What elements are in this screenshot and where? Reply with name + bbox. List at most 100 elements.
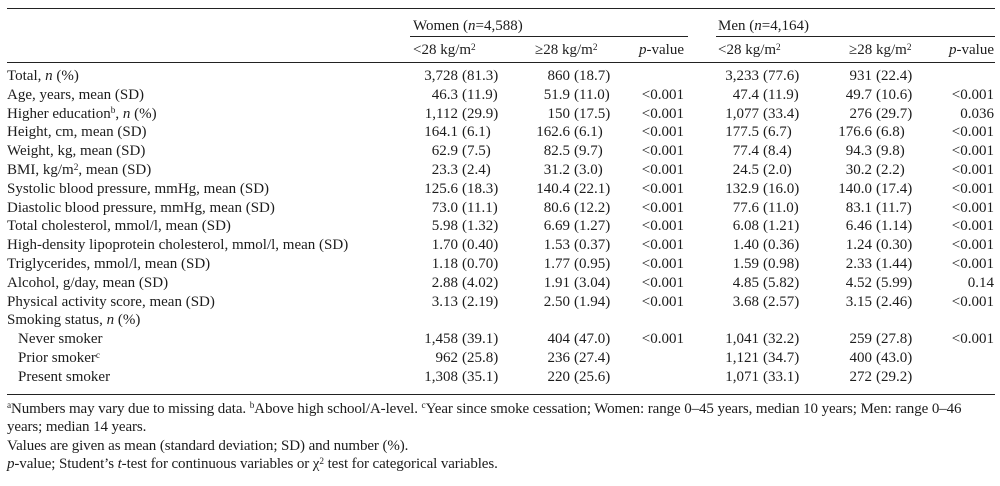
cell-sd-or-pct: (11.9) bbox=[763, 86, 799, 103]
table-column-header-row: <28 kg/m2 ≥28 kg/m2 p-value <28 kg/m2 ≥2… bbox=[7, 37, 995, 63]
cell-value: 1.24 bbox=[845, 237, 872, 254]
cell-sd-or-pct: (22.1) bbox=[574, 180, 611, 197]
cell-men-ge28: 272 (29.2) bbox=[838, 368, 934, 387]
cell-sd-or-pct: (12.2) bbox=[574, 199, 611, 216]
row-label: Systolic blood pressure, mmHg, mean (SD) bbox=[7, 180, 270, 197]
cell-women-ge28: 2.50 (1.94) bbox=[532, 293, 624, 312]
cell-value: 2.88 bbox=[431, 274, 458, 291]
cell-sd-or-pct: (0.36) bbox=[763, 237, 800, 254]
cell-women-ge28: 51.9 (11.0) bbox=[532, 86, 624, 105]
cell-sd-or-pct: (17.5) bbox=[574, 105, 611, 122]
cell-gap bbox=[688, 161, 716, 180]
cell-women-lt28: 164.1 (6.1) bbox=[410, 123, 532, 142]
cell-women-lt28: 3,728 (81.3) bbox=[410, 67, 532, 86]
cell-value: 3.68 bbox=[732, 293, 759, 310]
cell-value: 125.6 bbox=[424, 180, 458, 197]
row-label: Never smoker bbox=[18, 331, 103, 348]
table-row: Present smoker 1,308 (35.1) 220 (25.6) 1,071(… bbox=[7, 368, 995, 387]
cell-women-ge28: 1.53 (0.37) bbox=[532, 236, 624, 255]
cell-sd-or-pct: (27.8) bbox=[876, 331, 913, 348]
cell-men-ge28 bbox=[838, 311, 934, 330]
cell-value: 236 bbox=[547, 349, 571, 366]
cell-value: 77.4 bbox=[732, 143, 759, 160]
cell-value: 176.6 bbox=[838, 124, 872, 141]
cell-value: 400 bbox=[849, 349, 873, 366]
table-row: Triglycerides, mmol/l, mean (SD) 1.18 (0.7… bbox=[7, 255, 995, 274]
cell-women-pvalue: <0.001 bbox=[641, 105, 684, 122]
cell-women-ge28: 150 (17.5) bbox=[532, 105, 624, 124]
cell-value: 6.08 bbox=[732, 218, 759, 235]
table-body: Total, n (%) 3,728 (81.3) 860 (18.7) 3,233 (77… bbox=[7, 63, 995, 395]
cell-value: 962 bbox=[435, 349, 459, 366]
cell-gap bbox=[688, 180, 716, 199]
cell-men-lt28: 1,077 (33.4) bbox=[716, 105, 838, 124]
cell-women-pvalue: <0.001 bbox=[641, 199, 684, 216]
footnote-pvalue: p-value; Student’s t-test for continuous… bbox=[7, 456, 498, 473]
row-label: High-density lipoprotein cholesterol, mm… bbox=[7, 237, 349, 254]
cell-value: 30.2 bbox=[845, 161, 872, 178]
cell-gap bbox=[688, 255, 716, 274]
row-label: Present smoker bbox=[18, 368, 111, 385]
cell-value: 4.85 bbox=[732, 274, 759, 291]
cell-value: 49.7 bbox=[845, 86, 872, 103]
table-row: Prior smokerc 962 (25.8) 236 (27.4) 1,121 (34.… bbox=[7, 349, 995, 368]
cell-men-lt28: 47.4 (11.9) bbox=[716, 86, 838, 105]
cell-men-ge28: 1.24 (0.30) bbox=[838, 236, 934, 255]
women-pvalue-header: p-value bbox=[639, 42, 684, 58]
cell-men-lt28: 77.6 (11.0) bbox=[716, 199, 838, 218]
cell-men-pvalue bbox=[934, 311, 995, 330]
row-label: Total cholesterol, mmol/l, mean (SD) bbox=[7, 218, 231, 235]
table-row: Never smoker 1,458 (39.1) 404 (47.0) <0.001 1,… bbox=[7, 330, 995, 349]
cell-men-lt28: 4.85 (5.82) bbox=[716, 274, 838, 293]
cell-men-pvalue: <0.001 bbox=[951, 237, 994, 254]
cell-value: 220 bbox=[547, 368, 571, 385]
cell-women-pvalue: <0.001 bbox=[641, 124, 684, 141]
cell-women-lt28: 1,458 (39.1) bbox=[410, 330, 532, 349]
cell-value bbox=[838, 311, 872, 330]
cell-value: 31.2 bbox=[543, 161, 570, 178]
cell-men-ge28: 276 (29.7) bbox=[838, 105, 934, 124]
cell-women-ge28: 162.6 (6.1) bbox=[532, 123, 624, 142]
cell-men-pvalue: <0.001 bbox=[951, 255, 994, 272]
row-label: Alcohol, g/day, mean (SD) bbox=[7, 274, 169, 291]
cell-sd-or-pct: (9.7) bbox=[574, 143, 603, 160]
cell-gap bbox=[688, 67, 716, 86]
cell-sd-or-pct: (5.99) bbox=[876, 274, 913, 291]
table-row: Weight, kg, mean (SD) 62.9 (7.5) 82.5 (9.7) <… bbox=[7, 142, 995, 161]
cell-sd-or-pct: (7.5) bbox=[462, 143, 491, 160]
cell-women-lt28: 1,308 (35.1) bbox=[410, 368, 532, 387]
cell-sd-or-pct: (18.7) bbox=[574, 68, 611, 84]
cell-value: 4.52 bbox=[845, 274, 872, 291]
cell-value: 276 bbox=[849, 105, 873, 122]
cell-value: 404 bbox=[547, 331, 571, 348]
table-row: Total, n (%) 3,728 (81.3) 860 (18.7) 3,233 (77… bbox=[7, 67, 995, 86]
cell-value: 77.6 bbox=[732, 199, 759, 216]
cell-value: 51.9 bbox=[543, 86, 570, 103]
cell-men-pvalue bbox=[934, 67, 995, 86]
cell-women-lt28 bbox=[410, 311, 532, 330]
cell-women-pvalue: <0.001 bbox=[641, 237, 684, 254]
cell-sd-or-pct: (3.0) bbox=[574, 161, 603, 178]
cell-value: 1,077 bbox=[725, 105, 759, 122]
men-pvalue-header: p-value bbox=[949, 42, 994, 58]
cell-gap bbox=[688, 368, 716, 387]
footnote-abc: aNumbers may vary due to missing data. b… bbox=[7, 400, 962, 436]
cell-gap bbox=[688, 105, 716, 124]
cell-value bbox=[410, 311, 458, 330]
row-label: Prior smokerc bbox=[18, 349, 101, 366]
cell-men-lt28: 132.9 (16.0) bbox=[716, 180, 838, 199]
cell-sd-or-pct: (33.4) bbox=[763, 105, 800, 122]
table-row: Physical activity score, mean (SD) 3.13 (2… bbox=[7, 293, 995, 312]
cell-value: 860 bbox=[547, 68, 571, 84]
cell-gap bbox=[688, 236, 716, 255]
cell-women-lt28: 1.70 (0.40) bbox=[410, 236, 532, 255]
cell-sd-or-pct: (11.0) bbox=[574, 86, 610, 103]
cell-value: 1,071 bbox=[725, 368, 759, 385]
cell-value: 140.0 bbox=[838, 180, 872, 197]
cell-sd-or-pct: (1.27) bbox=[574, 218, 611, 235]
men-group-header: Men (n=4,164) bbox=[716, 9, 995, 37]
cell-men-lt28: 1.59 (0.98) bbox=[716, 255, 838, 274]
cell-value: 1,041 bbox=[725, 331, 759, 348]
cell-women-ge28: 860 (18.7) bbox=[532, 67, 624, 86]
cell-sd-or-pct: (11.0) bbox=[763, 199, 799, 216]
